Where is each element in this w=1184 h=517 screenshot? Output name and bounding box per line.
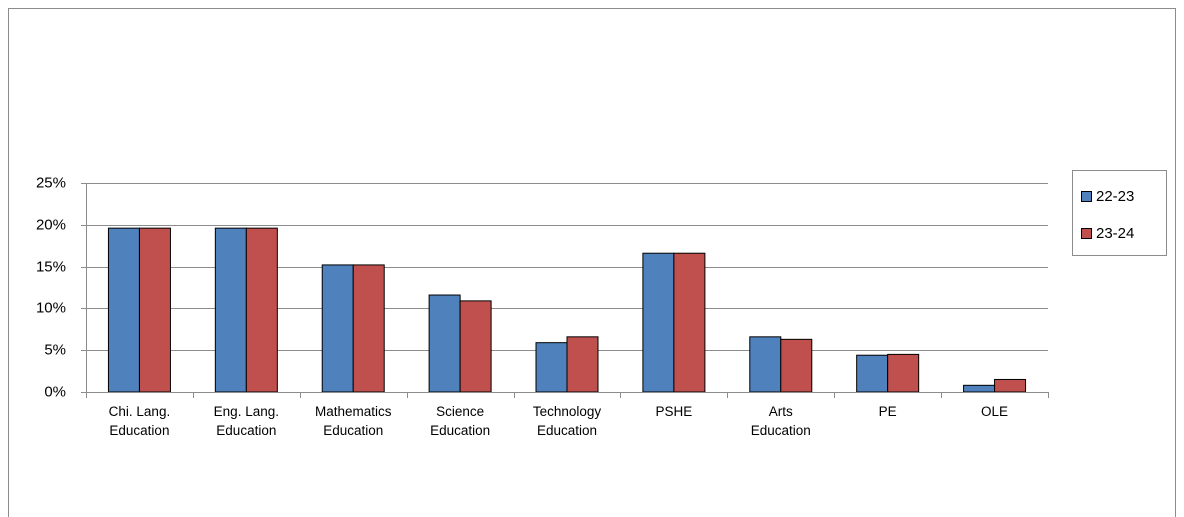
y-tick-label: 20% [36,216,66,233]
bar [887,353,920,393]
bar [856,354,889,393]
y-tick-label: 15% [36,258,66,275]
bar [642,252,675,393]
x-tick-label: Mathematics Education [314,404,392,438]
bar [780,338,813,393]
x-tick-label: Technology Education [532,404,602,438]
bar [321,264,354,393]
bar [994,378,1027,393]
bar [214,227,247,393]
y-tick-label: 10% [36,299,66,316]
bar [963,384,996,393]
y-tick-label: 25% [36,174,66,191]
bar [535,342,568,393]
x-tick-label: PE [878,404,897,419]
x-tick-label: OLE [981,404,1009,419]
bar [352,264,385,393]
legend-label: 22-23 [1096,188,1134,205]
legend-label: 23-24 [1096,225,1134,242]
x-tick-label: Science Education [430,404,491,438]
bar [566,336,599,393]
bar [459,300,492,393]
legend-swatch [1081,191,1092,202]
bar [673,252,706,393]
bar [428,294,461,393]
x-tick-label: Arts Education [750,404,811,438]
y-tick-label: 0% [44,383,66,400]
x-tick-label: Chi. Lang. Education [108,404,171,438]
x-tick-label: PSHE [655,404,693,419]
bar [138,227,171,393]
legend-frame [1072,170,1167,256]
x-tick-label: Eng. Lang. Education [213,404,279,438]
chart-frame [8,8,1176,517]
bar [245,227,278,393]
y-tick-label: 5% [44,341,66,358]
legend-swatch [1081,228,1092,239]
bar [749,336,782,393]
bar [107,227,140,393]
